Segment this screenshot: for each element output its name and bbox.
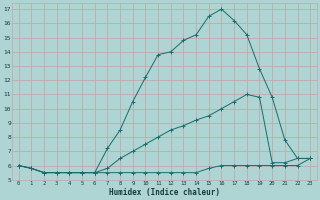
X-axis label: Humidex (Indice chaleur): Humidex (Indice chaleur) [109,188,220,197]
